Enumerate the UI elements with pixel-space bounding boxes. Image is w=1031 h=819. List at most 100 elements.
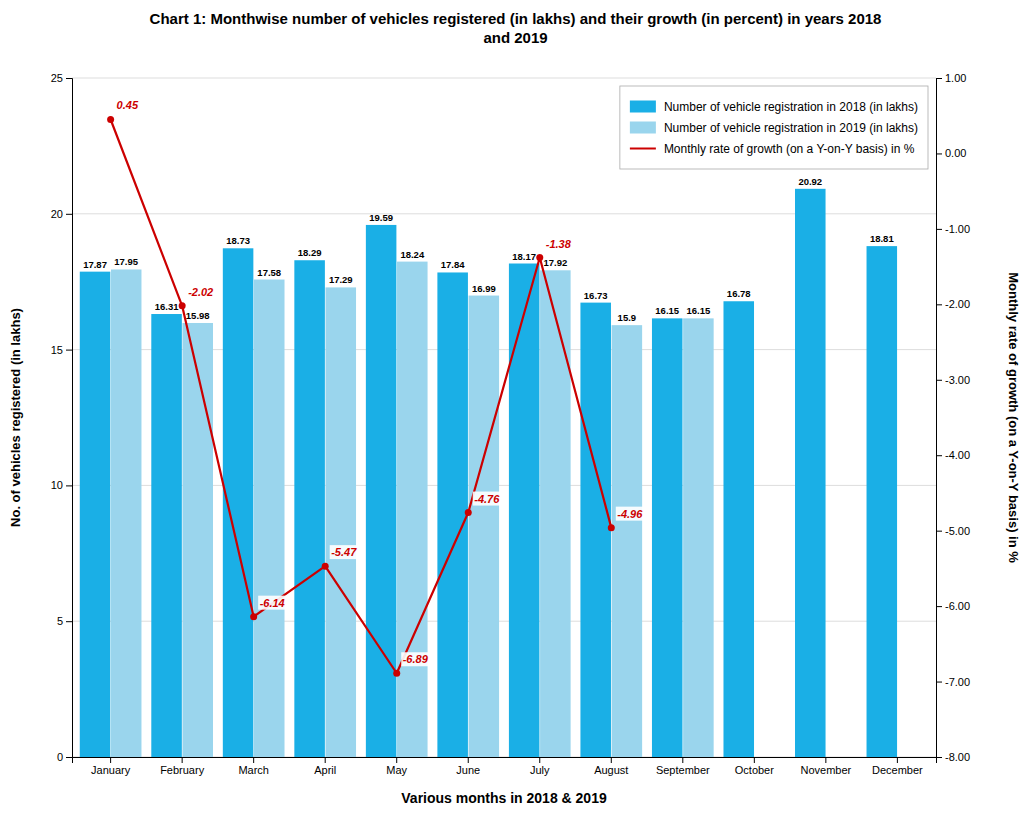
x-axis-line [73,758,937,764]
line-label: -2.02 [188,286,213,298]
legend-swatch [630,101,656,113]
legend-label: Number of vehicle registration in 2019 (… [664,121,918,135]
line-label-group: -2.02 [187,285,215,299]
x-tick-label: March [238,764,269,776]
x-tick: July [530,757,550,776]
y2-axis-title: Monthly rate of growth (on a Y-on-Y basi… [1006,272,1021,563]
marks [80,116,897,757]
y-tick: 15 [51,344,72,356]
bar-label: 16.31 [155,301,179,312]
legend-swatch [630,148,656,150]
y2-tick-label: -4.00 [945,449,970,461]
title-line: Chart 1: Monthwise number of vehicles re… [150,10,882,27]
y2-tick-label: -5.00 [945,525,970,537]
y2-tick-label: -7.00 [945,676,970,688]
bar-label: 17.84 [441,259,465,270]
x-axis: JanuaryFebruaryMarchAprilMayJuneJulyAugu… [73,757,937,776]
line-label: 0.45 [117,99,139,111]
y2-tick: -4.00 [936,449,970,461]
x-tick-mark [539,757,540,763]
y-axis-title: No. of vehicles registered (in lakhs) [8,308,23,527]
label-background [544,237,573,251]
bar-label: 16.73 [584,290,608,301]
bar-label: 18.29 [298,247,322,258]
x-tick-mark [825,757,826,763]
growth-line [111,119,612,673]
x-tick-mark [396,757,397,763]
x-tick-mark [682,757,683,763]
y-tick-label: 10 [51,479,63,491]
y2-tick-mark [936,757,942,758]
y2-tick: -2.00 [936,298,970,310]
legend-frame [620,86,928,169]
bar [509,264,540,757]
y2-tick-label: -2.00 [945,298,970,310]
line-label-group: -4.96 [616,507,645,521]
x-tick: June [456,757,480,776]
y-axis-line [66,79,73,758]
bar-label: 17.29 [329,274,353,285]
x-tick-label: April [314,764,336,776]
x-tick-label: July [530,764,550,776]
y2-tick-mark [936,229,942,230]
bar [580,303,611,757]
x-tick: January [91,757,131,776]
bar-series [80,189,897,757]
x-tick-mark [754,757,755,763]
y2-tick: -1.00 [936,223,970,235]
line-marker [179,302,186,309]
bar [111,269,142,757]
line-marker [536,254,543,261]
line-marker [250,613,257,620]
y2-tick-label: -1.00 [945,223,970,235]
y-tick: 10 [51,479,72,491]
y-tick: 25 [51,72,72,84]
y2-tick-mark [936,78,942,79]
x-axis-title: Various months in 2018 & 2019 [401,790,607,806]
x-tick-label: January [91,764,131,776]
bar [182,323,213,757]
x-tick-label: February [160,764,205,776]
bar [151,314,182,757]
bar-label: 17.58 [257,267,281,278]
bar [366,225,397,757]
x-tick: February [160,757,205,776]
x-tick: April [314,757,336,776]
x-tick-mark [182,757,183,763]
line-label: -5.47 [331,546,357,558]
y2-tick-mark [936,455,942,456]
x-tick: March [238,757,269,776]
x-tick-label: June [456,764,480,776]
x-tick-mark [325,757,326,763]
y2-tick-mark [936,682,942,683]
x-tick-label: October [735,764,774,776]
bar-label: 17.95 [114,256,138,267]
plot: JanuaryFebruaryMarchAprilMayJuneJulyAugu… [51,72,970,776]
label-background [473,492,502,506]
y2-tick: -8.00 [936,751,970,763]
y2-tick: 1.00 [936,72,966,84]
label-background [258,596,286,610]
x-tick-label: November [800,764,851,776]
bar [469,296,500,757]
y-tick-mark [66,621,72,622]
bar [437,272,468,757]
bar [540,270,571,757]
grid-line [72,78,936,79]
y2-tick-mark [936,531,942,532]
bar [397,262,428,757]
bar [867,246,898,757]
x-tick: October [735,757,774,776]
line-label-group: -6.89 [401,652,430,666]
y-tick: 0 [57,751,72,763]
y2-tick: 0.00 [936,147,966,159]
line-marker [465,509,472,516]
y2-tick-mark [936,153,942,154]
y-tick-mark [66,350,72,351]
bar [652,318,683,757]
x-tick: December [872,757,923,776]
grid [72,78,936,757]
x-tick: September [656,757,710,776]
bar-label: 19.59 [369,212,393,223]
line-label-group: -5.47 [330,545,359,559]
